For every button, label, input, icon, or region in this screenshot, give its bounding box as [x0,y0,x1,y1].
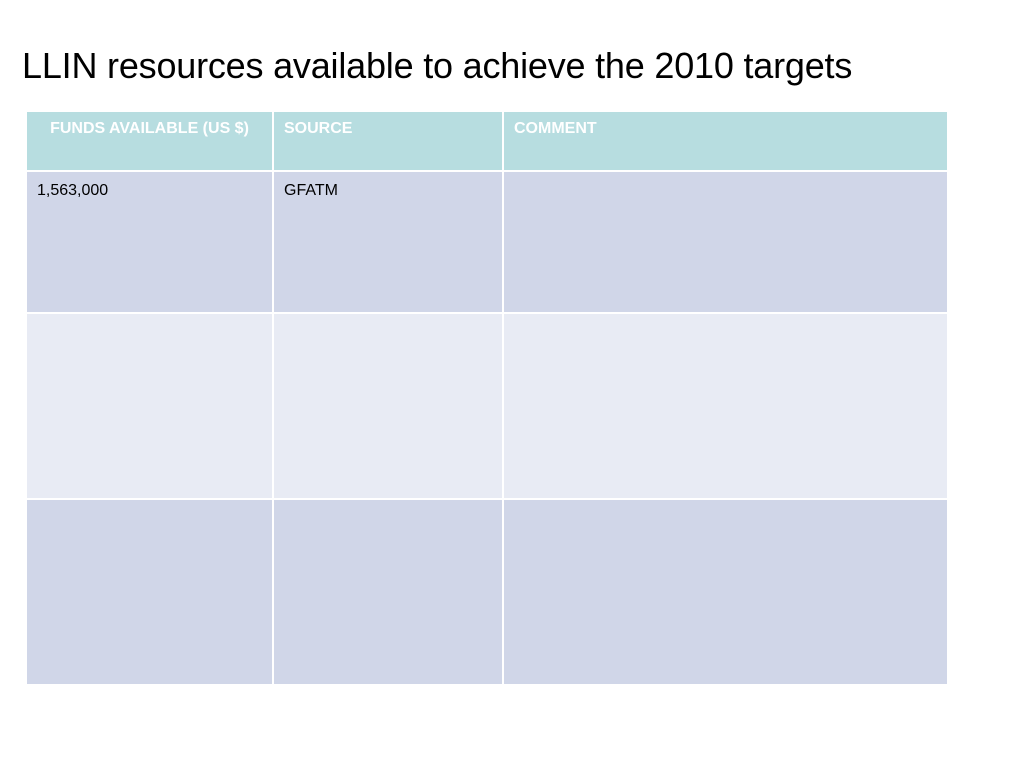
header-funds-available: FUNDS AVAILABLE (US $) [25,110,274,172]
cell-comment [502,312,949,500]
cell-comment [502,170,949,314]
cell-comment [502,498,949,686]
table-header: FUNDS AVAILABLE (US $) SOURCE COMMENT [25,110,949,172]
cell-funds-available [25,312,274,500]
cell-source [272,498,504,686]
cell-source [272,312,504,500]
slide-title: LLIN resources available to achieve the … [22,45,853,86]
cell-funds-available: 1,563,000 [25,170,274,314]
cell-source: GFATM [272,170,504,314]
header-source: SOURCE [272,110,504,172]
header-row: FUNDS AVAILABLE (US $) SOURCE COMMENT [25,110,949,172]
table-row: 1,563,000 GFATM [25,170,949,314]
table-row [25,312,949,500]
table-body: 1,563,000 GFATM [25,170,949,686]
header-comment: COMMENT [502,110,949,172]
table-row [25,498,949,686]
cell-funds-available [25,498,274,686]
funds-table: FUNDS AVAILABLE (US $) SOURCE COMMENT 1,… [25,110,949,686]
